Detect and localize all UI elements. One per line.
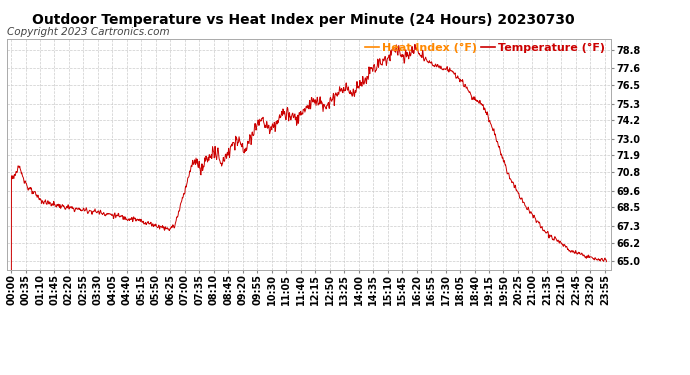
Legend: Heat Index (°F), Temperature (°F): Heat Index (°F), Temperature (°F) [365, 43, 605, 53]
Text: Outdoor Temperature vs Heat Index per Minute (24 Hours) 20230730: Outdoor Temperature vs Heat Index per Mi… [32, 13, 575, 27]
Text: Copyright 2023 Cartronics.com: Copyright 2023 Cartronics.com [7, 27, 170, 37]
